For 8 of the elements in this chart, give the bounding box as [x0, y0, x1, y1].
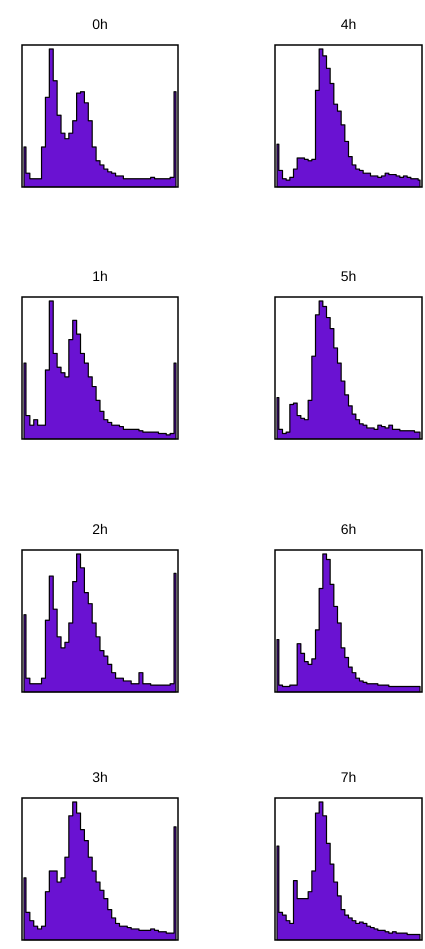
chart-title: 4h — [340, 16, 356, 32]
chart-title: 3h — [92, 769, 108, 785]
chart-title: 0h — [92, 16, 108, 32]
chart-title: 5h — [340, 268, 356, 284]
chart-title: 7h — [340, 769, 356, 785]
chart-title: 6h — [340, 521, 356, 537]
chart-title: 1h — [92, 268, 108, 284]
chart-title: 2h — [92, 521, 108, 537]
